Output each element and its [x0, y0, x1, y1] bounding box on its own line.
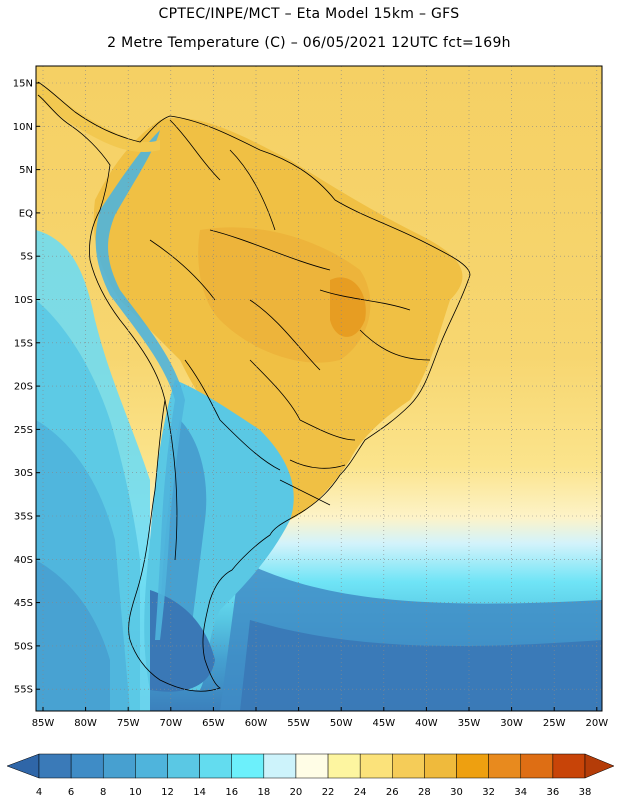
colorbar-left-arrow	[6, 753, 40, 779]
colorbar-label: 30	[450, 787, 463, 798]
lon-label: 55W	[287, 718, 310, 729]
lat-label: EQ	[19, 208, 33, 219]
colorbar-label: 10	[129, 787, 142, 798]
lon-label: 40W	[415, 718, 438, 729]
title-line-1: CPTEC/INPE/MCT – Eta Model 15km – GFS	[158, 6, 460, 22]
colorbar-swatch	[327, 753, 361, 779]
lat-label: 10N	[13, 122, 33, 133]
lat-label: 15S	[14, 338, 33, 349]
lat-label: 20S	[14, 382, 33, 393]
lat-label: 45S	[14, 598, 33, 609]
colorbar-swatch	[38, 753, 72, 779]
lat-label: 55S	[14, 685, 33, 696]
lon-label: 35W	[458, 718, 481, 729]
colorbar-label: 32	[482, 787, 495, 798]
colorbar-label: 18	[257, 787, 270, 798]
colorbar-label: 14	[193, 787, 206, 798]
lat-label: 40S	[14, 555, 33, 566]
colorbar-label: 20	[290, 787, 303, 798]
lat-label: 5S	[20, 252, 33, 263]
lon-label: 65W	[202, 718, 225, 729]
colorbar-label: 24	[354, 787, 367, 798]
colorbar-swatch	[102, 753, 136, 779]
colorbar-label: 36	[547, 787, 560, 798]
colorbar-swatch	[424, 753, 457, 779]
colorbar-swatch	[552, 753, 586, 779]
colorbar-label: 22	[322, 787, 335, 798]
colorbar-label: 8	[100, 787, 106, 798]
lon-label: 25W	[543, 718, 566, 729]
colorbar-label: 12	[161, 787, 174, 798]
title-line-2: 2 Metre Temperature (C) – 06/05/2021 12U…	[107, 35, 511, 51]
colorbar-label: 6	[68, 787, 74, 798]
colorbar-swatch	[70, 753, 104, 779]
lon-label: 20W	[585, 718, 608, 729]
colorbar-label: 28	[418, 787, 431, 798]
lat-label: 15N	[13, 79, 33, 90]
lat-label: 10S	[14, 295, 33, 306]
lat-label: 25S	[14, 425, 33, 436]
colorbar-swatch	[135, 753, 168, 779]
lon-label: 50W	[330, 718, 353, 729]
colorbar-swatch	[167, 753, 200, 779]
lat-label: 35S	[14, 512, 33, 523]
temperature-field	[36, 66, 602, 711]
lat-label: 50S	[14, 641, 33, 652]
colorbar-swatch	[392, 753, 425, 779]
colorbar-swatch	[295, 753, 329, 779]
colorbar-swatch	[488, 753, 522, 779]
colorbar-swatch	[520, 753, 554, 779]
colorbar-swatch	[199, 753, 232, 779]
lon-label: 30W	[500, 718, 523, 729]
colorbar-swatch	[359, 753, 393, 779]
colorbar-swatch	[263, 753, 297, 779]
colorbar-right-arrow	[584, 753, 615, 779]
lon-label: 85W	[32, 718, 55, 729]
colorbar-swatch	[456, 753, 489, 779]
lon-label: 60W	[245, 718, 268, 729]
colorbar	[6, 753, 615, 779]
colorbar-label: 34	[514, 787, 527, 798]
lon-label: 80W	[74, 718, 97, 729]
lat-label: 5N	[19, 165, 33, 176]
colorbar-label: 38	[579, 787, 592, 798]
lon-label: 70W	[159, 718, 182, 729]
colorbar-label: 4	[36, 787, 42, 798]
map-frame	[35, 65, 603, 712]
latitude-labels: 15N 10N 5N EQ 5S 10S 15S 20S 25S 30S 35S 40S 45S 50S 5…	[13, 79, 40, 696]
lon-label: 75W	[117, 718, 140, 729]
colorbar-swatch	[231, 753, 265, 779]
colorbar-label: 16	[225, 787, 238, 798]
colorbar-label: 26	[386, 787, 399, 798]
lat-label: 30S	[14, 468, 33, 479]
longitude-labels: 85W 80W 75W 70W 65W 60W 55W 50W 45W 40W 35W 30W 25W 2…	[32, 707, 608, 729]
colorbar-labels: 4 6 8 10 12 14 16 18 20 22 24 26 28 30 32 34 36 38	[36, 787, 592, 798]
lon-label: 45W	[372, 718, 395, 729]
